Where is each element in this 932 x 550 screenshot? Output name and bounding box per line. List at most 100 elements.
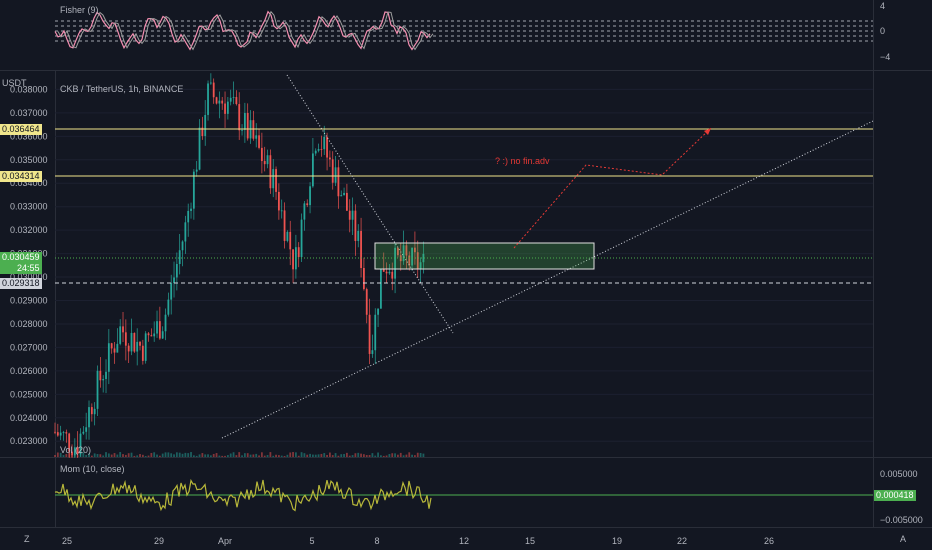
- volume-bar: [179, 453, 181, 457]
- volume-bar: [142, 455, 144, 457]
- momentum-tick: 0.005000: [880, 469, 918, 479]
- price-tick: 0.027000: [10, 342, 48, 352]
- volume-bar: [241, 455, 243, 457]
- candle-body: [145, 333, 147, 361]
- projection-annotation[interactable]: ? :) no fin.adv: [495, 156, 550, 166]
- volume-bar: [357, 453, 359, 457]
- volume-bar: [187, 453, 189, 457]
- volume-bar: [133, 456, 135, 457]
- price-pane[interactable]: USDT 0.038000 0.037000 0.036000 0.035000 0.0…: [0, 71, 932, 458]
- zoom-toggle[interactable]: Z: [24, 534, 30, 544]
- candle-body: [148, 333, 150, 335]
- candle-body: [142, 346, 144, 361]
- volume-bar: [224, 456, 226, 457]
- candle-body: [224, 104, 226, 114]
- candle-body: [119, 326, 121, 343]
- candle-body: [318, 149, 320, 151]
- downtrend-line: [287, 75, 453, 333]
- candle-body: [320, 149, 322, 150]
- volume-bar: [54, 455, 56, 457]
- volume-bar: [105, 452, 107, 457]
- price-tick: 0.026000: [10, 366, 48, 376]
- volume-bar: [128, 453, 130, 457]
- auto-scale-toggle[interactable]: A: [900, 534, 906, 544]
- volume-bar: [182, 454, 184, 457]
- candle-body: [105, 372, 107, 379]
- volume-bar: [77, 455, 79, 457]
- volume-bar: [213, 454, 215, 457]
- candle-body: [162, 331, 164, 338]
- volume-bar: [372, 453, 374, 457]
- countdown-timer: 24:55: [2, 263, 40, 274]
- candle-body: [65, 432, 67, 433]
- time-tick: 26: [764, 536, 774, 546]
- volume-bar: [136, 455, 138, 457]
- volume-bar: [349, 456, 351, 457]
- candle-body: [190, 209, 192, 211]
- candle-body: [54, 432, 56, 433]
- volume-bar: [332, 455, 334, 457]
- momentum-value-tag: 0.000418: [874, 490, 916, 501]
- candle-body: [346, 193, 348, 211]
- candle-body: [165, 315, 167, 332]
- volume-bar: [210, 455, 212, 457]
- volume-bar: [312, 455, 314, 457]
- symbol-title[interactable]: CKB / TetherUS, 1h, BINANCE: [60, 84, 183, 94]
- volume-bar: [360, 454, 362, 457]
- momentum-title[interactable]: Mom (10, close): [60, 464, 125, 474]
- candle-body: [91, 407, 93, 414]
- candle-body: [238, 104, 240, 130]
- volume-bar: [286, 455, 288, 457]
- volume-bar: [207, 454, 209, 457]
- volume-bar: [309, 454, 311, 457]
- candle-body: [323, 137, 325, 149]
- volume-bar: [238, 452, 240, 457]
- candle-body: [352, 211, 354, 220]
- price-tick: 0.035000: [10, 155, 48, 165]
- volume-bar: [199, 454, 201, 457]
- momentum-pane[interactable]: 0.005000 −0.005000 Mom (10, close) 0.000…: [0, 458, 932, 528]
- time-tick: 15: [525, 536, 535, 546]
- fisher-title[interactable]: Fisher (9): [60, 5, 99, 15]
- candle-body: [99, 371, 101, 380]
- fisher-pane[interactable]: 4 0 −4 Fisher (9): [0, 0, 932, 71]
- volume-bar: [244, 453, 246, 457]
- volume-bar: [71, 455, 73, 457]
- candle-body: [301, 220, 303, 257]
- volume-title[interactable]: Vol (20): [60, 445, 91, 455]
- volume-bar: [91, 456, 93, 457]
- candle-body: [82, 432, 84, 434]
- candle-body: [184, 222, 186, 241]
- time-tick: 5: [309, 536, 314, 546]
- volume-bar: [417, 453, 419, 457]
- candle-body: [133, 333, 135, 352]
- volume-bar: [99, 454, 101, 457]
- candle-body: [355, 211, 357, 241]
- support-tag: 0.029318: [0, 278, 42, 289]
- time-axis[interactable]: 25 29 Apr 5 8 12 15 19 22 26 Z A: [0, 528, 932, 550]
- volume-bar: [326, 455, 328, 457]
- candle-body: [286, 232, 288, 241]
- volume-bar: [255, 454, 257, 457]
- resistance-tag-1: 0.036464: [0, 124, 42, 135]
- candle-body: [269, 155, 271, 188]
- fisher-level-lines: [55, 21, 873, 41]
- candle-body: [247, 113, 249, 138]
- candle-body: [216, 97, 218, 103]
- candle-body: [150, 335, 152, 336]
- fisher-tick: −4: [880, 52, 890, 62]
- candle-body: [176, 264, 178, 277]
- time-tick: 22: [677, 536, 687, 546]
- candle-body: [315, 151, 317, 154]
- candle-body: [187, 211, 189, 222]
- candle-body: [241, 130, 243, 131]
- resistance-tag-2: 0.034314: [0, 171, 42, 182]
- volume-bar: [303, 453, 305, 457]
- candle-body: [131, 333, 133, 351]
- volume-bar: [386, 456, 388, 457]
- time-tick: Apr: [218, 536, 232, 546]
- candle-body: [244, 113, 246, 130]
- candle-body: [369, 315, 371, 354]
- candle-body: [309, 186, 311, 205]
- candle-body: [235, 97, 237, 104]
